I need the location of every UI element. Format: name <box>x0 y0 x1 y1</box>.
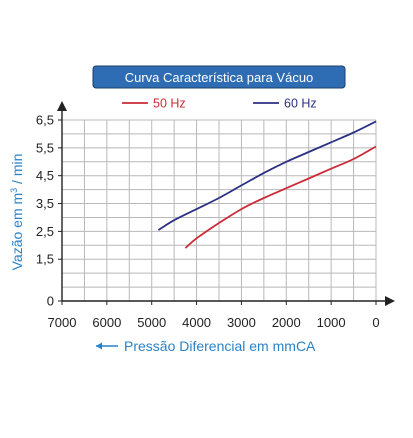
y-axis-label-unit: / min <box>9 154 25 188</box>
x-tick-label: 1000 <box>317 315 346 330</box>
x-axis-label: Pressão Diferencial em mmCA <box>124 338 316 354</box>
x-tick-label: 3000 <box>227 315 256 330</box>
x-tick-label: 4000 <box>182 315 211 330</box>
legend: 50 Hz 60 Hz <box>122 97 317 111</box>
x-axis-direction-arrow-icon <box>96 342 102 350</box>
y-tick-label: 2,5 <box>36 224 54 239</box>
series-line-60-hz <box>157 120 377 231</box>
series-line-50-hz <box>184 145 377 249</box>
y-axis-label: Vazão em m3 / min <box>9 154 25 271</box>
x-tick-label: 6000 <box>92 315 121 330</box>
chart-title: Curva Característica para Vácuo <box>92 65 346 89</box>
y-tick-label: 1,5 <box>36 252 54 267</box>
x-axis-title: Pressão Diferencial em mmCA <box>96 338 316 354</box>
chart-title-text: Curva Característica para Vácuo <box>125 70 314 85</box>
tick-labels: 0 1,5 2,5 3,5 4,5 5,5 6,5 7000 6000 5000 4000 3000 2… <box>36 113 380 331</box>
series-lines <box>157 120 377 249</box>
legend-label: 60 Hz <box>284 97 317 111</box>
grid <box>62 119 377 301</box>
y-tick-label: 3,5 <box>36 196 54 211</box>
x-tick-label: 2000 <box>272 315 301 330</box>
x-tick-label: 7000 <box>48 315 77 330</box>
y-tick-label: 0 <box>47 294 54 309</box>
y-axis-label-superscript: 3 <box>9 188 19 193</box>
y-tick-label: 6,5 <box>36 113 54 128</box>
legend-label: 50 Hz <box>153 97 186 111</box>
y-axis-label-main: Vazão em m <box>9 193 25 271</box>
y-tick-label: 4,5 <box>36 168 54 183</box>
x-tick-label: 5000 <box>137 315 166 330</box>
y-tick-label: 5,5 <box>36 140 54 155</box>
chart-title-box <box>92 65 346 89</box>
x-tick-label: 0 <box>372 315 379 330</box>
